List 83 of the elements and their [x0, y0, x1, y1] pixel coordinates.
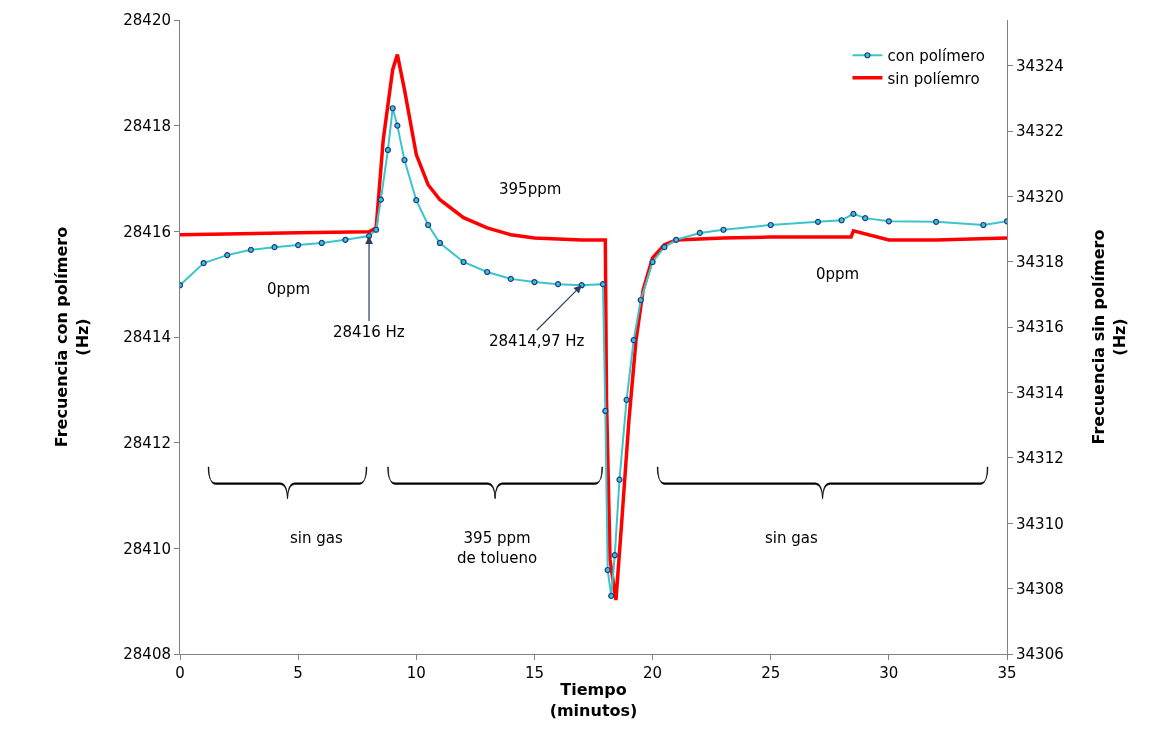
point [394, 122, 401, 129]
point [608, 592, 615, 599]
point [850, 210, 857, 217]
point [604, 566, 611, 574]
point [342, 236, 349, 243]
point [425, 221, 432, 229]
y-tick-label: 28416 [123, 222, 171, 241]
point [767, 221, 774, 229]
y2-tick-label: 34308 [1016, 579, 1064, 598]
y2-tick-label: 34314 [1016, 383, 1064, 402]
y2-axis-title: Frecuencia sin polímero (Hz) [1089, 229, 1130, 445]
y-axis-title: Frecuencia con polímero (Hz) [52, 226, 93, 448]
y2-tick-label: 34306 [1016, 645, 1064, 664]
point [271, 244, 278, 251]
point [611, 552, 618, 559]
x-tick-label: 10 [406, 664, 426, 682]
point [862, 215, 869, 222]
point [696, 229, 703, 237]
annotation: sin gas [765, 529, 818, 547]
point [885, 218, 892, 225]
x-tick-label: 15 [524, 664, 544, 682]
x-tick-label: 35 [997, 664, 1017, 682]
point [554, 281, 562, 288]
point [531, 278, 538, 286]
y-tick-label: 28420 [123, 11, 171, 30]
point [389, 105, 396, 112]
y2-tick-label: 34324 [1016, 57, 1064, 75]
annotation: 28416 Hz [333, 323, 405, 341]
point [673, 236, 680, 243]
point [649, 258, 656, 266]
point [247, 246, 254, 253]
y2-tick-label: 34318 [1016, 253, 1064, 272]
x-tick-label: 25 [761, 664, 781, 682]
x-tick-label: 0 [175, 664, 185, 682]
annotation: 395ppm [499, 180, 562, 198]
x-tick-label: 30 [879, 664, 899, 682]
x-tick-label: 5 [293, 664, 303, 682]
point [295, 241, 302, 249]
point [224, 252, 231, 259]
point [599, 281, 607, 288]
point [436, 239, 444, 247]
annotation: sin gas [290, 529, 343, 547]
y2-tick-label: 34312 [1016, 449, 1064, 468]
point [460, 258, 467, 266]
point [661, 244, 668, 251]
point [401, 156, 408, 164]
x-tick-label: 20 [643, 664, 663, 682]
point [602, 407, 609, 415]
annotation: 28414,97 Hz [489, 332, 585, 350]
point [365, 232, 373, 240]
y2-tick-label: 34310 [1016, 514, 1064, 533]
point [318, 239, 325, 247]
point [616, 476, 623, 483]
point [933, 218, 940, 225]
point [377, 196, 384, 203]
legend-label: sin políemro [887, 69, 980, 88]
point [578, 282, 585, 289]
point [720, 226, 727, 233]
y-tick-label: 28410 [123, 539, 171, 558]
point [838, 217, 845, 224]
point [814, 218, 822, 225]
point [980, 221, 987, 229]
y2-tick-label: 34316 [1016, 318, 1064, 337]
point [637, 296, 644, 304]
y2-tick-label: 34320 [1016, 187, 1064, 206]
y-tick-label: 28412 [123, 433, 171, 452]
x-axis-title: Tiempo (minutos) [549, 679, 638, 720]
point [623, 396, 630, 403]
y-tick-label: 28418 [123, 116, 171, 135]
point [413, 197, 420, 204]
point [630, 337, 637, 344]
y-tick-label: 28414 [123, 328, 171, 347]
annotation: 0ppm [816, 265, 860, 283]
point [484, 268, 491, 276]
annotation: 0ppm [267, 280, 311, 298]
legend-label: con polímero [887, 47, 986, 66]
point [507, 275, 514, 282]
annotation: 395 ppm de tolueno [457, 529, 538, 567]
y-tick-label: 28408 [123, 645, 171, 664]
point [384, 146, 392, 154]
y2-tick-label: 34322 [1016, 122, 1064, 141]
point [373, 226, 380, 233]
point [200, 259, 207, 267]
